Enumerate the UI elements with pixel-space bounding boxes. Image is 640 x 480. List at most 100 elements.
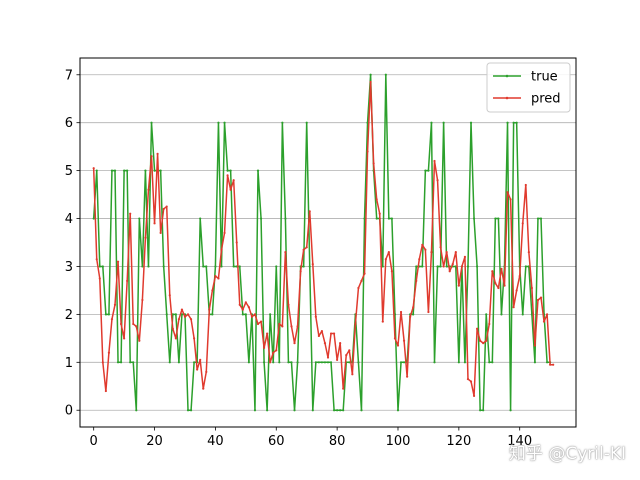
data-point-pred xyxy=(287,303,290,306)
data-point-pred xyxy=(189,318,193,321)
data-point-pred xyxy=(387,250,390,254)
data-point-pred xyxy=(375,198,378,201)
data-point-pred xyxy=(107,351,111,354)
data-point-pred xyxy=(393,337,397,340)
data-point-true xyxy=(506,121,509,124)
data-point-true xyxy=(123,169,126,172)
data-point-pred xyxy=(336,358,339,362)
data-point-true xyxy=(384,73,387,76)
data-point-pred xyxy=(174,337,177,340)
x-tick-label: 0 xyxy=(90,434,98,449)
x-tick-label: 40 xyxy=(207,434,224,449)
data-point-pred xyxy=(372,162,375,165)
data-point-pred xyxy=(351,373,354,376)
data-point-pred xyxy=(220,248,223,251)
data-point-pred xyxy=(253,313,257,316)
data-point-true xyxy=(98,265,101,268)
data-point-true xyxy=(363,217,366,220)
data-point-pred xyxy=(421,243,424,246)
data-point-pred xyxy=(290,325,293,328)
data-point-pred xyxy=(135,325,138,328)
data-point-pred xyxy=(162,207,165,211)
data-point-pred xyxy=(262,346,266,350)
data-point-true xyxy=(193,361,196,364)
data-point-pred xyxy=(223,231,226,235)
data-point-pred xyxy=(259,320,263,323)
data-point-true xyxy=(439,265,442,268)
data-point-true xyxy=(153,169,156,172)
data-point-pred xyxy=(278,322,281,326)
data-point-pred xyxy=(180,308,184,311)
data-point-pred xyxy=(129,212,132,215)
series-line-true xyxy=(92,74,551,411)
x-axis: 0 20 40 60 80 100 120 140 xyxy=(90,427,532,449)
data-point-true xyxy=(415,265,418,268)
data-point-pred xyxy=(329,332,333,335)
data-point-true xyxy=(104,313,107,316)
data-point-pred xyxy=(293,342,296,345)
data-point-true xyxy=(357,361,360,364)
data-point-pred xyxy=(317,334,320,338)
data-point-pred xyxy=(345,354,348,357)
data-point-pred xyxy=(366,150,369,153)
data-point-pred xyxy=(183,315,187,318)
data-point-pred xyxy=(430,250,433,254)
x-tick-label: 140 xyxy=(507,434,532,449)
data-point-true xyxy=(314,361,317,364)
data-point-true xyxy=(342,409,345,412)
data-point-true xyxy=(326,361,330,364)
data-point-true xyxy=(101,265,104,268)
x-tick-label: 100 xyxy=(386,434,411,449)
data-point-true xyxy=(269,313,272,316)
data-point-pred xyxy=(469,380,473,383)
data-point-pred xyxy=(159,231,162,235)
data-point-pred xyxy=(472,394,476,397)
data-point-pred xyxy=(436,179,439,182)
data-point-true xyxy=(500,313,503,316)
data-point-true xyxy=(232,265,235,268)
data-point-true xyxy=(421,265,424,268)
data-point-true xyxy=(132,361,135,364)
data-point-pred xyxy=(199,358,202,362)
data-point-true xyxy=(107,313,111,316)
data-point-true xyxy=(244,313,247,316)
data-point-true xyxy=(536,217,540,220)
data-point-true xyxy=(293,409,296,412)
data-point-pred xyxy=(332,332,336,335)
data-point-pred xyxy=(445,250,448,254)
data-point-pred xyxy=(463,255,467,258)
data-point-pred xyxy=(235,241,238,244)
data-point-pred xyxy=(132,322,135,326)
data-point-true xyxy=(521,313,524,316)
data-point-true xyxy=(308,265,311,268)
y-tick-label: 3 xyxy=(65,260,73,275)
series-group xyxy=(92,73,555,412)
data-point-pred xyxy=(549,363,552,366)
data-point-pred xyxy=(153,222,156,225)
data-point-true xyxy=(281,121,284,124)
data-point-pred xyxy=(95,258,98,261)
data-point-true xyxy=(290,361,293,364)
data-point-true xyxy=(311,409,314,412)
data-point-pred xyxy=(503,284,506,287)
data-point-pred xyxy=(150,155,153,158)
data-point-true xyxy=(165,313,168,316)
data-point-pred xyxy=(247,306,250,309)
data-point-true xyxy=(199,217,202,220)
data-point-pred xyxy=(92,167,95,170)
data-point-true xyxy=(144,169,147,172)
y-axis: 0 1 2 3 4 5 6 7 xyxy=(65,68,80,419)
data-point-true xyxy=(457,361,460,364)
data-point-pred xyxy=(123,337,126,340)
x-tick-label: 60 xyxy=(268,434,285,449)
data-point-true xyxy=(497,217,500,220)
data-point-pred xyxy=(269,361,272,364)
data-point-pred xyxy=(512,306,515,309)
data-point-pred xyxy=(409,315,412,318)
x-tick-label: 80 xyxy=(329,434,346,449)
data-point-true xyxy=(116,361,120,364)
data-point-pred xyxy=(448,270,451,273)
data-point-true xyxy=(533,361,537,364)
data-point-true xyxy=(141,265,144,268)
data-point-pred xyxy=(545,313,549,316)
